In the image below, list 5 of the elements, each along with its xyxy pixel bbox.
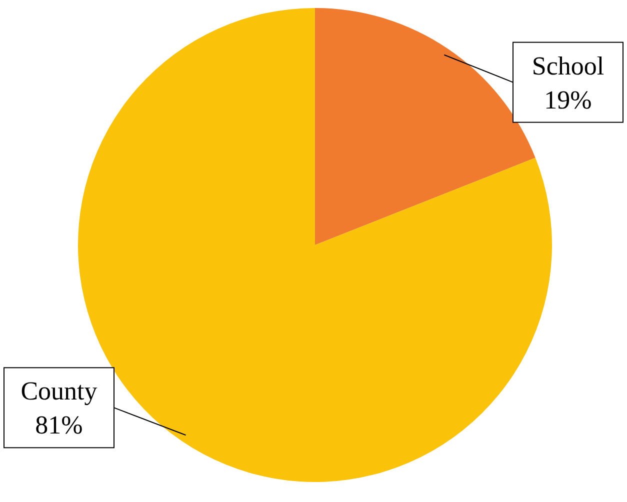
data-label: 81% xyxy=(35,410,83,440)
data-label: 19% xyxy=(544,85,592,114)
pie-slice xyxy=(315,8,536,245)
slice-label: County xyxy=(20,376,98,406)
slice-label: School xyxy=(532,51,604,80)
